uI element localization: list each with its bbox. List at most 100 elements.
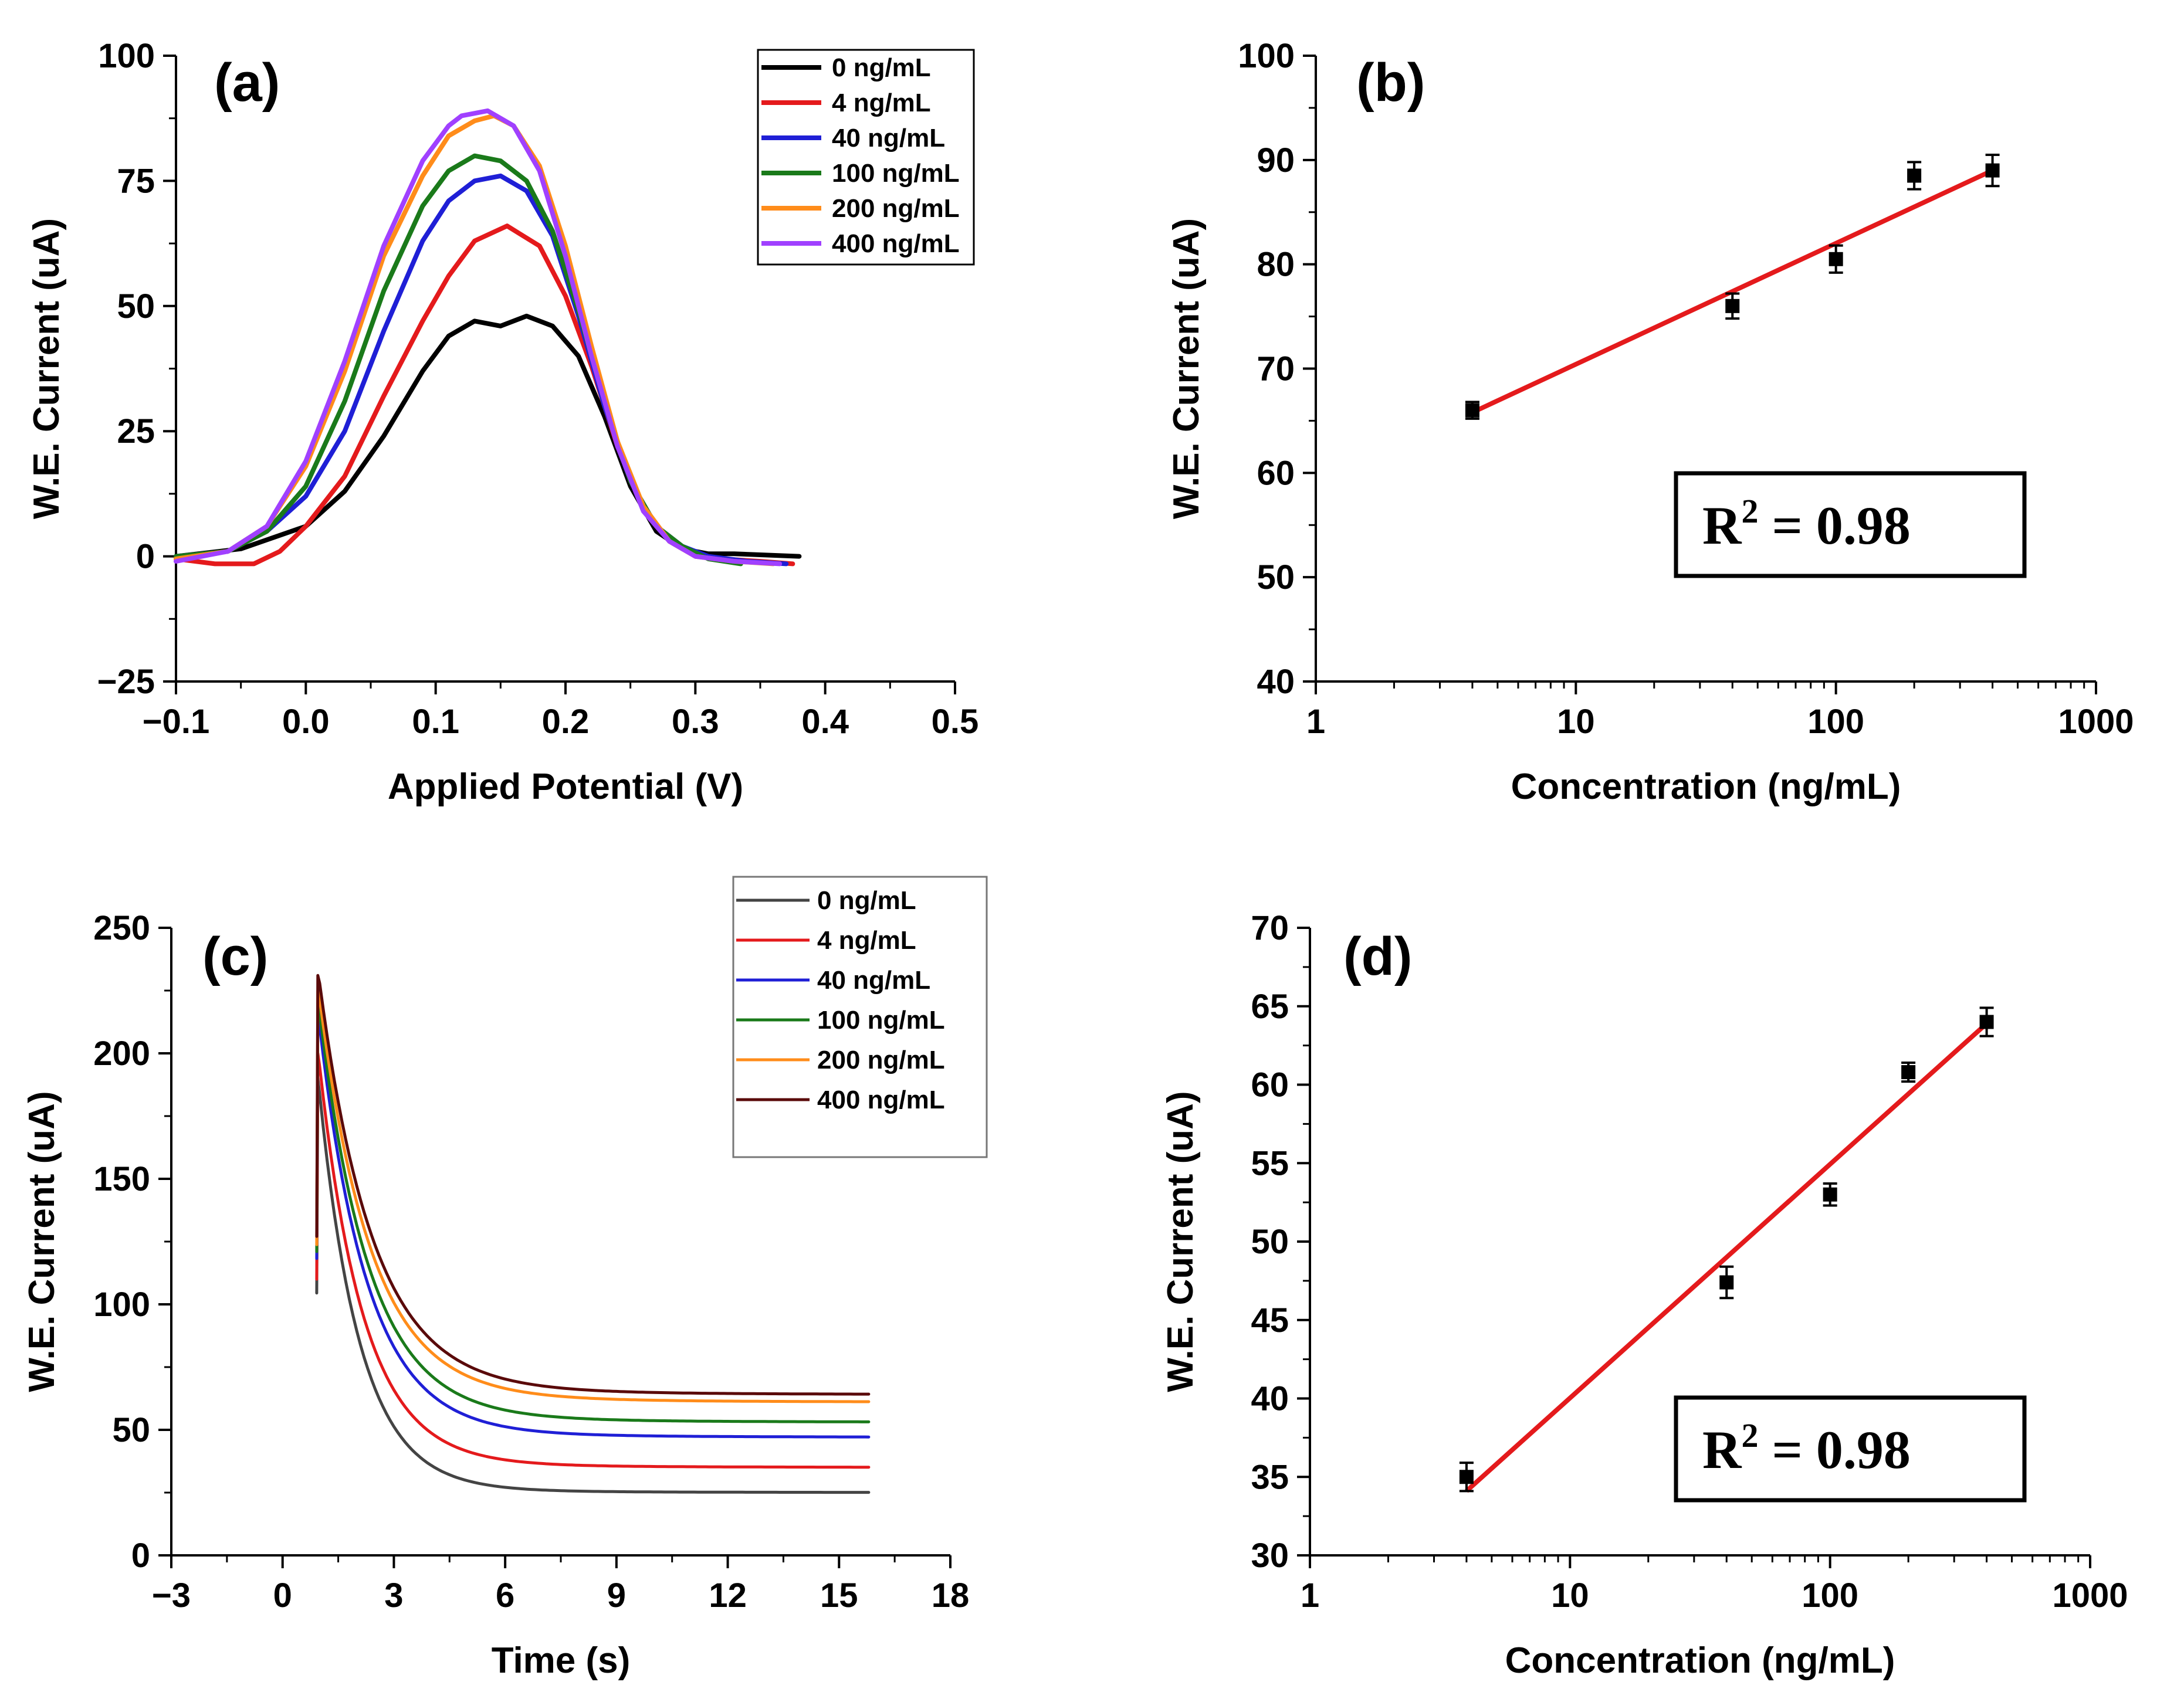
legend-label: 0 ng/mL	[832, 53, 931, 82]
fit-line	[1465, 1022, 1989, 1493]
panel-label: (b)	[1356, 53, 1425, 113]
series-line	[174, 153, 743, 567]
r2-annotation: R2 = 0.98	[1674, 1395, 2027, 1503]
x-axis-label: Time (s)	[492, 1640, 631, 1681]
legend-label: 4 ng/mL	[817, 926, 916, 955]
r2-annotation: R2 = 0.98	[1674, 471, 2027, 578]
y-axis-label: W.E. Current (uA)	[1160, 1091, 1201, 1392]
y-tick-label: 70	[1251, 909, 1289, 947]
x-tick-label: 1000	[2058, 703, 2134, 741]
x-tick-label: 0	[273, 1576, 292, 1615]
r2-text: R2 = 0.98	[1702, 1416, 1911, 1480]
legend-label: 400 ng/mL	[832, 229, 960, 258]
x-tick-label: 18	[932, 1576, 970, 1615]
x-tick-label: 6	[496, 1576, 514, 1615]
data-point	[1719, 1275, 1734, 1290]
chart-panel-b: 1 10 100 1000 40 50 60 70 80 90 100 Concentration (…	[1166, 37, 2134, 807]
y-tick-label: 90	[1257, 141, 1295, 179]
y-tick-label: 65	[1251, 988, 1289, 1026]
x-tick-label: 100	[1807, 703, 1864, 741]
data-point	[1823, 1187, 1837, 1202]
legend-box	[732, 876, 988, 1158]
x-axis-label: Concentration (ng/mL)	[1511, 767, 1901, 807]
series-line	[315, 974, 871, 1396]
chart-panel-a: −0.1 0.0 0.1 0.2 0.3 0.4 0.5 −25 0 25 50 75 100 Appli…	[26, 37, 978, 807]
y-tick-label: 100	[93, 1286, 150, 1324]
legend: 0 ng/mL 4 ng/mL 40 ng/mL 100 ng/mL 200 ng/mL…	[757, 49, 975, 266]
y-tick-label: 40	[1257, 663, 1295, 701]
y-tick-label: 80	[1257, 246, 1295, 284]
y-tick-label: 50	[1251, 1223, 1289, 1261]
y-tick-label: 50	[1257, 558, 1295, 596]
x-tick-label: 1000	[2052, 1576, 2128, 1615]
y-tick-label: 55	[1251, 1144, 1289, 1182]
data-point	[1901, 1065, 1916, 1080]
r2-box	[1674, 1395, 2027, 1503]
x-tick-label: 0.0	[282, 703, 330, 741]
r2-base: R	[1702, 496, 1742, 555]
x-tick-label: 0.3	[672, 703, 719, 741]
x-tick-label: 10	[1551, 1576, 1589, 1615]
x-tick-label: 0.2	[542, 703, 590, 741]
legend-label: 200 ng/mL	[832, 194, 960, 223]
legend-label: 40 ng/mL	[817, 966, 930, 995]
x-tick-label: 10	[1557, 703, 1595, 741]
data-point	[1907, 168, 1922, 183]
x-axis-label: Concentration (ng/mL)	[1505, 1640, 1895, 1681]
y-tick-label: −25	[97, 663, 155, 701]
x-tick-label: 9	[607, 1576, 626, 1615]
panel-label: (d)	[1343, 927, 1412, 986]
y-axis-label: W.E. Current (uA)	[26, 218, 67, 519]
x-tick-label: 0.5	[932, 703, 979, 741]
x-tick-label: 0.4	[801, 703, 849, 741]
r2-superscript: 2	[1741, 1416, 1758, 1454]
data-point	[1829, 252, 1843, 266]
x-tick-label: −0.1	[143, 703, 210, 741]
y-tick-label: 100	[98, 37, 155, 75]
legend-label: 100 ng/mL	[832, 159, 960, 188]
series-line	[315, 989, 871, 1403]
data-point	[1985, 163, 2000, 178]
series-line	[315, 1014, 871, 1439]
legend: 0 ng/mL 4 ng/mL 40 ng/mL 100 ng/mL 200 ng/m…	[732, 876, 988, 1158]
r2-box	[1674, 471, 2027, 578]
y-tick-label: 60	[1257, 454, 1295, 492]
y-tick-label: 70	[1257, 350, 1295, 388]
legend-label: 4 ng/mL	[832, 89, 931, 117]
x-tick-label: 0.1	[412, 703, 459, 741]
series-line	[315, 1077, 871, 1494]
x-tick-label: 15	[820, 1576, 858, 1615]
x-tick-label: −3	[152, 1576, 191, 1615]
y-tick-label: 0	[131, 1537, 150, 1575]
series-line	[315, 1001, 871, 1423]
y-tick-label: 50	[117, 287, 155, 325]
x-axis-label: Applied Potential (V)	[388, 767, 743, 807]
x-tick-label: 1	[1301, 1576, 1319, 1615]
legend-label: 200 ng/mL	[817, 1046, 945, 1074]
y-tick-label: 50	[112, 1411, 150, 1449]
y-axis-label: W.E. Current (uA)	[22, 1091, 62, 1392]
r2-value: = 0.98	[1758, 1420, 1910, 1480]
series-line	[315, 1052, 871, 1469]
data-point	[1459, 1470, 1474, 1484]
y-tick-label: 45	[1251, 1301, 1289, 1340]
chart-panel-d: 1 10 100 1000 30 35 40 45 50 55 60 65 70 Concentratio…	[1160, 909, 2128, 1681]
y-tick-label: 100	[1238, 37, 1295, 75]
y-tick-label: 75	[117, 162, 155, 200]
y-tick-label: 60	[1251, 1066, 1289, 1104]
y-tick-label: 150	[93, 1160, 150, 1198]
y-tick-label: 30	[1251, 1537, 1289, 1575]
data-point	[1465, 403, 1479, 418]
r2-value: = 0.98	[1758, 496, 1910, 555]
y-tick-label: 25	[117, 412, 155, 450]
y-tick-label: 250	[93, 909, 150, 947]
r2-text: R2 = 0.98	[1702, 492, 1911, 555]
panel-label: (c)	[202, 927, 268, 986]
data-point	[1979, 1015, 1994, 1029]
series-line	[174, 173, 789, 567]
legend-label: 40 ng/mL	[832, 124, 945, 152]
legend-label: 0 ng/mL	[817, 886, 916, 915]
data-point	[1725, 299, 1740, 313]
y-tick-label: 200	[93, 1035, 150, 1073]
